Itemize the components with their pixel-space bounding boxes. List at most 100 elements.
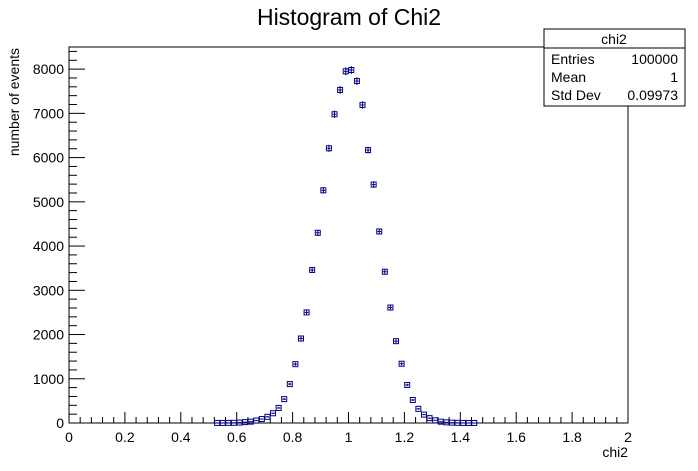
point-marker [275, 404, 282, 411]
point-marker [471, 419, 478, 426]
stats-box-border [543, 28, 686, 107]
y-tick-label: 1000 [33, 371, 64, 387]
point-marker [320, 187, 327, 194]
data-point [437, 418, 444, 425]
point-marker [314, 229, 321, 236]
x-tick-label: 0.2 [115, 429, 135, 445]
data-point [219, 419, 226, 426]
point-marker [264, 413, 271, 420]
x-tick-label: 1.6 [506, 429, 526, 445]
point-marker [448, 419, 455, 426]
point-marker [242, 419, 249, 426]
x-tick-label: 1 [345, 429, 353, 445]
point-marker [253, 417, 260, 424]
data-point [331, 110, 338, 118]
point-marker [214, 419, 221, 426]
data-point [409, 396, 416, 403]
data-point [432, 417, 439, 424]
point-marker [426, 415, 433, 422]
data-point [376, 228, 383, 235]
y-tick-label: 8000 [33, 61, 64, 77]
data-point [420, 411, 427, 418]
point-marker [348, 67, 355, 74]
y-axis-title: number of events [6, 48, 22, 156]
data-markers [214, 66, 478, 426]
point-marker [225, 419, 232, 426]
data-point [460, 419, 467, 426]
y-tick-label: 6000 [33, 150, 64, 166]
data-point [320, 187, 327, 194]
data-point [404, 381, 411, 388]
data-point [314, 229, 321, 236]
point-marker [443, 419, 450, 426]
point-marker [297, 335, 304, 342]
data-point [337, 86, 344, 94]
data-point [348, 66, 355, 74]
x-tick-label: 0.6 [227, 429, 247, 445]
point-marker [365, 147, 372, 154]
data-point [286, 381, 293, 388]
stats-box: chi2 Entries 100000 Mean 1 Std Dev 0.099… [543, 28, 686, 107]
stats-entries-value: 100000 [631, 51, 678, 67]
data-point [214, 419, 221, 426]
point-marker [309, 266, 316, 273]
y-axis: 0 1000 2000 3000 4000 5000 6000 7000 8000 [33, 50, 85, 431]
y-tick-label: 2000 [33, 327, 64, 343]
data-point [325, 144, 332, 152]
x-tick-label: 0.8 [283, 429, 303, 445]
data-point [353, 77, 360, 85]
stats-entries-label: Entries [551, 51, 595, 67]
data-point [370, 181, 377, 188]
point-marker [409, 396, 416, 403]
point-marker [342, 68, 349, 75]
data-point [309, 266, 316, 273]
data-point [359, 101, 366, 109]
data-point [225, 419, 232, 426]
x-axis-title: chi2 [602, 444, 628, 460]
point-marker [270, 410, 277, 417]
point-marker [381, 268, 388, 275]
point-marker [219, 419, 226, 426]
x-tick-label: 2 [624, 429, 632, 445]
point-marker [286, 381, 293, 388]
point-marker [393, 338, 400, 345]
point-marker [230, 419, 237, 426]
data-point [426, 415, 433, 422]
point-marker [303, 309, 310, 316]
data-point [448, 419, 455, 426]
stats-stddev-value: 0.09973 [627, 87, 678, 103]
y-tick-label: 5000 [33, 194, 64, 210]
data-point [292, 361, 299, 368]
point-marker [420, 411, 427, 418]
stats-stddev-label: Std Dev [551, 87, 601, 103]
point-marker [454, 419, 461, 426]
point-marker [387, 304, 394, 311]
data-point [398, 360, 405, 367]
data-point [381, 268, 388, 275]
data-point [303, 309, 310, 316]
point-marker [404, 381, 411, 388]
point-marker [247, 418, 254, 425]
point-marker [415, 405, 422, 412]
data-point [387, 304, 394, 311]
stats-mean-value: 1 [670, 69, 678, 85]
data-point [264, 413, 271, 420]
data-point [236, 419, 243, 426]
x-tick-label: 0 [65, 429, 73, 445]
point-marker [376, 228, 383, 235]
point-marker [236, 419, 243, 426]
data-point [270, 410, 277, 417]
point-marker [281, 396, 288, 403]
data-point [253, 417, 260, 424]
point-marker [325, 145, 332, 152]
data-point [465, 419, 472, 426]
data-point [415, 405, 422, 412]
point-marker [398, 360, 405, 367]
data-point [258, 416, 265, 423]
y-tick-label: 7000 [33, 105, 64, 121]
point-marker [353, 78, 360, 85]
stats-box-name: chi2 [601, 31, 627, 47]
x-tick-label: 0.4 [171, 429, 191, 445]
chart-title: Histogram of Chi2 [257, 4, 441, 30]
x-tick-label: 1.2 [395, 429, 415, 445]
